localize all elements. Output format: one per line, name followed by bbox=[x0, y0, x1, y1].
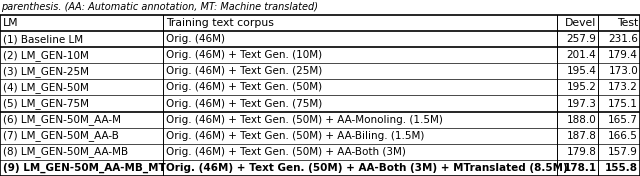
Text: Orig. (46M) + Text Gen. (50M) + AA-Both (3M) + MTranslated (8.5M): Orig. (46M) + Text Gen. (50M) + AA-Both … bbox=[166, 163, 568, 173]
Text: Devel: Devel bbox=[565, 18, 596, 28]
Text: LM: LM bbox=[3, 18, 18, 28]
Text: (6) LM_GEN-50M_AA-M: (6) LM_GEN-50M_AA-M bbox=[3, 114, 120, 125]
Text: 166.5: 166.5 bbox=[608, 131, 638, 141]
Text: 195.4: 195.4 bbox=[566, 66, 596, 76]
Text: 155.8: 155.8 bbox=[605, 163, 638, 173]
Text: 187.8: 187.8 bbox=[566, 131, 596, 141]
Text: Orig. (46M) + Text Gen. (75M): Orig. (46M) + Text Gen. (75M) bbox=[166, 99, 322, 109]
Text: (4) LM_GEN-50M: (4) LM_GEN-50M bbox=[3, 82, 88, 93]
Text: 188.0: 188.0 bbox=[567, 115, 596, 125]
Text: 173.0: 173.0 bbox=[609, 66, 638, 76]
Text: 179.8: 179.8 bbox=[566, 147, 596, 157]
Text: 195.2: 195.2 bbox=[566, 82, 596, 92]
Text: Orig. (46M) + Text Gen. (50M) + AA-Biling. (1.5M): Orig. (46M) + Text Gen. (50M) + AA-Bilin… bbox=[166, 131, 424, 141]
Text: Training text corpus: Training text corpus bbox=[166, 18, 274, 28]
Text: 175.1: 175.1 bbox=[608, 99, 638, 109]
Text: 231.6: 231.6 bbox=[608, 34, 638, 44]
Text: 157.9: 157.9 bbox=[608, 147, 638, 157]
Text: 197.3: 197.3 bbox=[566, 99, 596, 109]
Text: Test: Test bbox=[617, 18, 638, 28]
Text: Orig. (46M) + Text Gen. (50M) + AA-Both (3M): Orig. (46M) + Text Gen. (50M) + AA-Both … bbox=[166, 147, 406, 157]
Text: Orig. (46M) + Text Gen. (10M): Orig. (46M) + Text Gen. (10M) bbox=[166, 50, 322, 60]
Text: 173.2: 173.2 bbox=[608, 82, 638, 92]
Text: 178.1: 178.1 bbox=[563, 163, 596, 173]
Text: (1) Baseline LM: (1) Baseline LM bbox=[3, 34, 83, 44]
Text: parenthesis. (AA: Automatic annotation, MT: Machine translated): parenthesis. (AA: Automatic annotation, … bbox=[1, 2, 318, 12]
Text: (8) LM_GEN-50M_AA-MB: (8) LM_GEN-50M_AA-MB bbox=[3, 146, 128, 157]
Text: 165.7: 165.7 bbox=[608, 115, 638, 125]
Text: 201.4: 201.4 bbox=[567, 50, 596, 60]
Text: (5) LM_GEN-75M: (5) LM_GEN-75M bbox=[3, 98, 88, 109]
Text: Orig. (46M) + Text Gen. (50M) + AA-Monoling. (1.5M): Orig. (46M) + Text Gen. (50M) + AA-Monol… bbox=[166, 115, 443, 125]
Text: Orig. (46M) + Text Gen. (25M): Orig. (46M) + Text Gen. (25M) bbox=[166, 66, 322, 76]
Text: 179.4: 179.4 bbox=[608, 50, 638, 60]
Text: (2) LM_GEN-10M: (2) LM_GEN-10M bbox=[3, 50, 88, 61]
Text: (9) LM_GEN-50M_AA-MB_MT: (9) LM_GEN-50M_AA-MB_MT bbox=[3, 163, 165, 173]
Text: Orig. (46M): Orig. (46M) bbox=[166, 34, 225, 44]
Text: (7) LM_GEN-50M_AA-B: (7) LM_GEN-50M_AA-B bbox=[3, 130, 118, 141]
Text: 257.9: 257.9 bbox=[566, 34, 596, 44]
Text: (3) LM_GEN-25M: (3) LM_GEN-25M bbox=[3, 66, 88, 77]
Text: Orig. (46M) + Text Gen. (50M): Orig. (46M) + Text Gen. (50M) bbox=[166, 82, 322, 92]
